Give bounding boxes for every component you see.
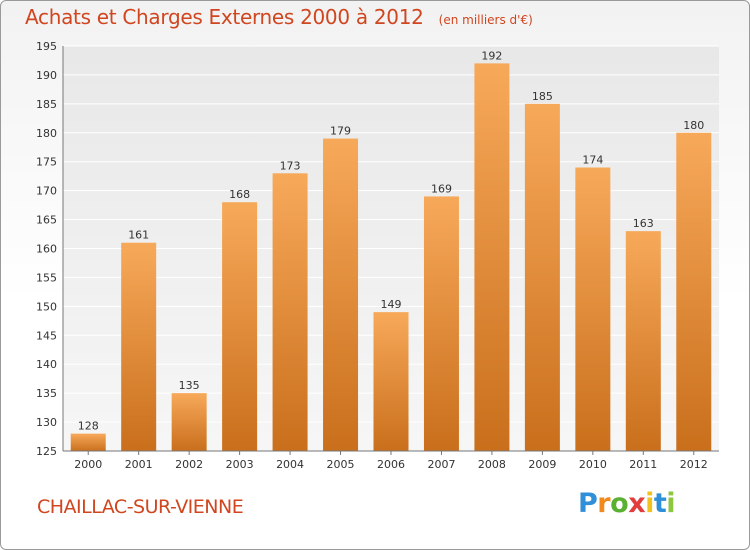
y-tick-label: 170 (36, 185, 57, 198)
y-tick-label: 150 (36, 300, 57, 313)
y-tick-label: 175 (36, 156, 57, 169)
bar-2007 (423, 196, 459, 451)
bar-2006 (373, 312, 409, 451)
bar-value-label: 163 (633, 217, 654, 230)
x-tick-label: 2000 (74, 458, 102, 471)
title-row: Achats et Charges Externes 2000 à 2012 (… (25, 5, 533, 29)
commune-name: CHAILLAC-SUR-VIENNE (37, 496, 244, 518)
bar-value-label: 173 (280, 159, 301, 172)
bar-2002 (171, 393, 207, 451)
x-tick-label: 2006 (377, 458, 405, 471)
logo-letter: r (597, 488, 611, 519)
y-tick-label: 155 (36, 271, 57, 284)
logo-letter: P (578, 488, 598, 519)
logo-letter: i (645, 488, 654, 519)
bar-2009 (524, 103, 560, 451)
y-tick-label: 130 (36, 416, 57, 429)
bar-value-label: 179 (330, 125, 351, 138)
bar-value-label: 192 (481, 49, 502, 62)
bar-value-label: 135 (179, 379, 200, 392)
logo-letter: o (610, 488, 629, 519)
x-tick-label: 2004 (276, 458, 304, 471)
y-tick-label: 195 (36, 40, 57, 53)
bar-2012 (676, 132, 712, 452)
chart-title: Achats et Charges Externes 2000 à 2012 (25, 5, 424, 29)
x-tick-label: 2005 (327, 458, 355, 471)
bar-value-label: 174 (582, 154, 603, 167)
bar-value-label: 185 (532, 90, 553, 103)
x-tick-label: 2011 (629, 458, 657, 471)
bar-value-label: 169 (431, 182, 452, 195)
y-tick-label: 140 (36, 358, 57, 371)
x-tick-label: 2012 (680, 458, 708, 471)
bar-value-label: 180 (683, 119, 704, 132)
bar-2003 (222, 202, 258, 451)
bar-2000 (70, 433, 106, 451)
bar-2004 (272, 173, 308, 452)
bar-2008 (474, 63, 510, 451)
bar-2011 (625, 231, 661, 451)
logo-letter: t (653, 488, 667, 519)
logo-letter: x (628, 488, 646, 519)
bar-value-label: 149 (381, 298, 402, 311)
bar-value-label: 168 (229, 188, 250, 201)
bar-2001 (121, 242, 157, 451)
y-tick-label: 180 (36, 127, 57, 140)
y-tick-label: 160 (36, 243, 57, 256)
y-tick-label: 145 (36, 329, 57, 342)
bar-2010 (575, 167, 611, 451)
y-tick-label: 190 (36, 69, 57, 82)
chart-unit-note: (en milliers d'€) (438, 13, 533, 27)
x-tick-label: 2002 (175, 458, 203, 471)
y-tick-label: 165 (36, 214, 57, 227)
x-tick-label: 2003 (226, 458, 254, 471)
x-tick-label: 2009 (528, 458, 556, 471)
logo-letter: i (666, 488, 676, 519)
bar-value-label: 128 (78, 420, 99, 433)
y-tick-label: 125 (36, 445, 57, 458)
bar-2005 (323, 138, 359, 452)
bar-value-label: 161 (128, 229, 149, 242)
proxiti-logo[interactable]: Proxiti (578, 488, 676, 519)
x-tick-label: 2001 (125, 458, 153, 471)
x-tick-label: 2007 (427, 458, 455, 471)
x-tick-label: 2008 (478, 458, 506, 471)
x-tick-label: 2010 (579, 458, 607, 471)
y-tick-label: 135 (36, 387, 57, 400)
y-tick-label: 185 (36, 98, 57, 111)
